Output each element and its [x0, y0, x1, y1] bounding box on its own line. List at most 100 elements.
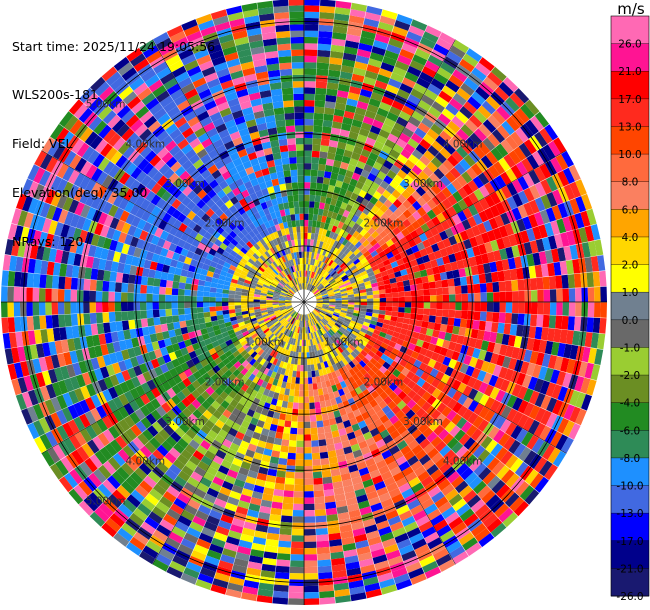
- range-gate-cell: [272, 295, 280, 298]
- range-gate-cell: [170, 88, 185, 101]
- range-gate-cell: [457, 199, 468, 211]
- range-gate-cell: [428, 106, 442, 119]
- range-gate-cell: [246, 355, 254, 363]
- range-gate-cell: [269, 247, 276, 255]
- range-gate-cell: [268, 219, 275, 227]
- range-gate-cell: [305, 333, 308, 340]
- range-gate-cell: [158, 548, 175, 561]
- range-gate-cell: [316, 283, 322, 289]
- range-gate-cell: [113, 56, 130, 72]
- range-gate-cell: [261, 252, 269, 260]
- range-gate-cell: [380, 221, 389, 231]
- range-gate-cell: [130, 454, 144, 467]
- range-gate-cell: [374, 33, 390, 44]
- range-gate-cell: [244, 225, 253, 234]
- range-gate-cell: [79, 87, 95, 104]
- range-gate-cell: [245, 166, 255, 175]
- range-gate-cell: [366, 104, 379, 114]
- range-gate-cell: [293, 100, 304, 107]
- range-gate-cell: [219, 373, 228, 383]
- range-gate-cell: [447, 154, 459, 167]
- range-gate-cell: [336, 280, 344, 285]
- range-gate-cell: [259, 322, 266, 328]
- range-gate-cell: [36, 245, 45, 261]
- range-gate-cell: [557, 170, 570, 187]
- range-gate-cell: [327, 321, 334, 328]
- range-gate-cell: [294, 389, 300, 397]
- range-gate-cell: [376, 276, 384, 283]
- range-gate-cell: [238, 397, 247, 406]
- range-gate-cell: [338, 243, 345, 251]
- range-gate-cell: [244, 428, 254, 438]
- range-gate-cell: [180, 538, 196, 550]
- range-gate-cell: [266, 303, 273, 306]
- range-gate-cell: [494, 215, 505, 228]
- range-gate-cell: [229, 282, 237, 288]
- range-gate-cell: [393, 573, 410, 585]
- range-gate-cell: [356, 160, 366, 170]
- range-gate-cell: [209, 111, 222, 122]
- range-gate-cell: [196, 445, 208, 456]
- range-gate-cell: [224, 350, 233, 358]
- range-gate-cell: [332, 232, 339, 241]
- range-gate-cell: [341, 292, 348, 297]
- range-gate-cell: [236, 472, 248, 482]
- range-gate-cell: [218, 429, 228, 439]
- range-gate-cell: [472, 245, 481, 257]
- range-gate-cell: [288, 316, 293, 323]
- range-gate-cell: [360, 270, 368, 277]
- range-gate-cell: [74, 388, 85, 402]
- range-gate-cell: [263, 328, 270, 334]
- range-gate-cell: [574, 273, 582, 288]
- range-gate-cell: [422, 459, 435, 471]
- range-gate-cell: [61, 407, 74, 422]
- range-gate-cell: [313, 266, 318, 273]
- range-gate-cell: [385, 292, 393, 298]
- range-gate-cell: [389, 106, 402, 117]
- range-gate-cell: [265, 199, 273, 208]
- range-gate-cell: [310, 427, 318, 435]
- range-gate-cell: [22, 195, 33, 212]
- range-gate-cell: [62, 181, 74, 197]
- range-gate-cell: [359, 220, 368, 229]
- range-gate-cell: [429, 172, 440, 184]
- range-gate-cell: [278, 222, 285, 230]
- range-gate-cell: [229, 312, 237, 318]
- range-gate-cell: [278, 272, 285, 279]
- range-gate-cell: [534, 131, 548, 148]
- range-gate-cell: [437, 428, 450, 441]
- range-gate-cell: [320, 278, 327, 285]
- range-gate-cell: [108, 291, 115, 302]
- range-gate-cell: [322, 341, 327, 349]
- range-gate-cell: [326, 359, 333, 367]
- range-gate-cell: [264, 329, 272, 336]
- range-gate-cell: [322, 295, 329, 299]
- range-gate-cell: [334, 290, 341, 294]
- range-gate-cell: [362, 357, 370, 365]
- range-gate-cell: [348, 228, 356, 236]
- range-gate-cell: [98, 464, 112, 480]
- range-gate-cell: [382, 189, 392, 199]
- range-gate-cell: [38, 302, 46, 316]
- range-gate-cell: [252, 344, 260, 351]
- range-gate-cell: [473, 283, 481, 294]
- range-gate-cell: [149, 261, 158, 271]
- range-gate-cell: [100, 248, 109, 260]
- range-gate-cell: [357, 420, 367, 429]
- range-gate-cell: [379, 373, 389, 383]
- range-gate-cell: [192, 370, 202, 380]
- range-gate-cell: [266, 266, 273, 273]
- range-gate-cell: [198, 317, 206, 325]
- range-gate-cell: [211, 320, 219, 327]
- range-gate-cell: [431, 101, 445, 113]
- range-gate-cell: [335, 296, 342, 299]
- range-gate-cell: [464, 119, 479, 133]
- range-gate-cell: [331, 212, 338, 220]
- range-gate-cell: [150, 409, 162, 421]
- range-gate-cell: [396, 281, 404, 288]
- range-gate-cell: [190, 471, 203, 483]
- range-gate-cell: [441, 279, 449, 288]
- range-gate-cell: [393, 377, 402, 387]
- range-gate-cell: [56, 394, 68, 410]
- range-gate-cell: [286, 234, 291, 241]
